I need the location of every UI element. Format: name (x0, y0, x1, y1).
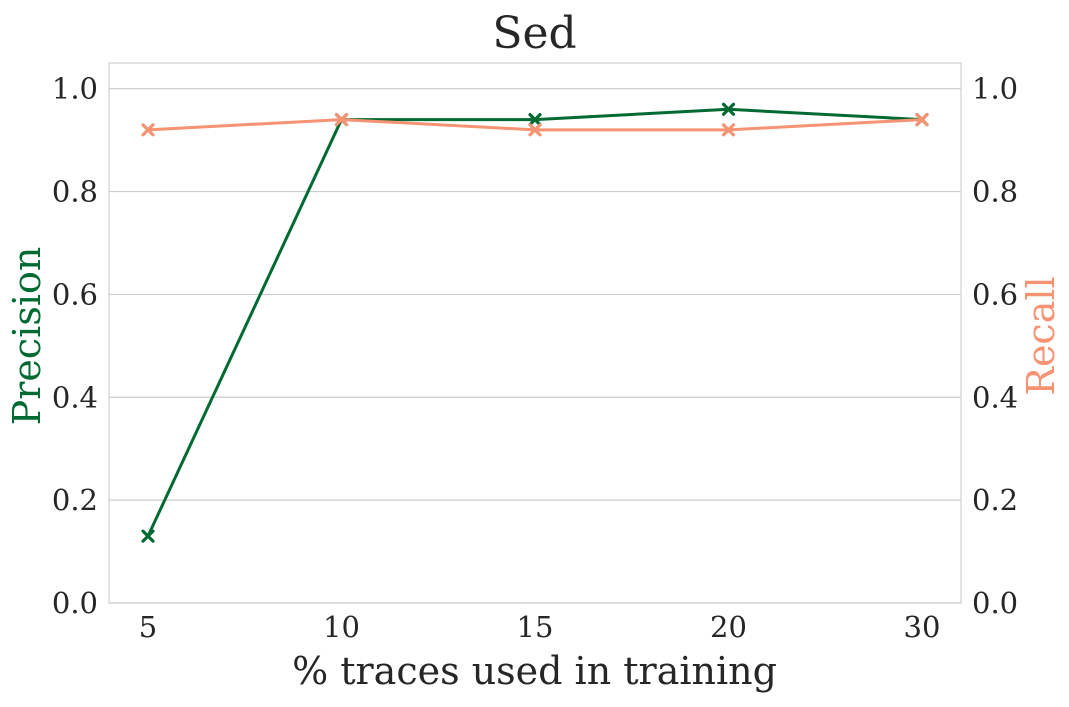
precision-point (528, 112, 542, 127)
recall-point (915, 112, 929, 127)
y-tick-label-right: 0.8 (972, 175, 1018, 209)
recall-point (528, 123, 542, 137)
series-precision (141, 102, 929, 543)
y-tick-label-right: 0.0 (972, 586, 1018, 620)
x-tick-label: 10 (323, 610, 360, 644)
chart-title: Sed (492, 8, 576, 59)
x-tick-label: 15 (517, 610, 554, 644)
y-tick-label-left: 0.4 (52, 380, 98, 414)
series-recall (141, 112, 929, 137)
recall-point (334, 112, 349, 127)
y-tick-label-right: 0.6 (972, 277, 1018, 311)
y-tick-label-left: 0.8 (52, 175, 98, 209)
y-tick-label-left: 1.0 (52, 72, 98, 106)
y-axis-label-recall: Recall (1019, 276, 1063, 395)
y-tick-label-left: 0.2 (52, 483, 98, 517)
precision-line (146, 107, 923, 537)
plot-frame (108, 62, 962, 604)
y-tick-label-right: 0.4 (972, 380, 1018, 414)
x-tick-label: 20 (710, 610, 747, 644)
y-tick-label-right: 0.2 (972, 483, 1018, 517)
y-axis-label-precision: Precision (5, 247, 49, 426)
recall-point (141, 123, 155, 137)
tick-labels: 0.0 0.0 0.2 0.2 0.4 0.4 0.6 0.6 0.8 0.8 1.0 1.0 5 10 1… (52, 72, 1018, 644)
x-tick-label: 30 (904, 610, 941, 644)
x-axis-label: % traces used in training (292, 649, 777, 693)
y-tick-label-left: 0.0 (52, 586, 98, 620)
recall-point (721, 123, 736, 137)
y-tick-label-left: 0.6 (52, 277, 98, 311)
x-tick-label: 5 (139, 610, 157, 644)
precision-point (721, 102, 736, 116)
precision-point (141, 529, 155, 543)
y-tick-label-right: 1.0 (972, 72, 1018, 106)
series-layer (141, 102, 929, 543)
